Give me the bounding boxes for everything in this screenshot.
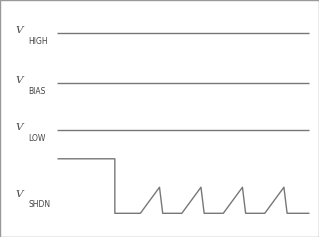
Text: LOW: LOW <box>29 134 46 143</box>
Text: BIAS: BIAS <box>29 87 46 96</box>
Text: V: V <box>16 26 24 35</box>
Text: V: V <box>16 76 24 85</box>
Text: V: V <box>16 123 24 132</box>
Text: HIGH: HIGH <box>29 37 48 46</box>
Text: SHDN: SHDN <box>29 200 51 209</box>
Text: V: V <box>16 190 24 199</box>
